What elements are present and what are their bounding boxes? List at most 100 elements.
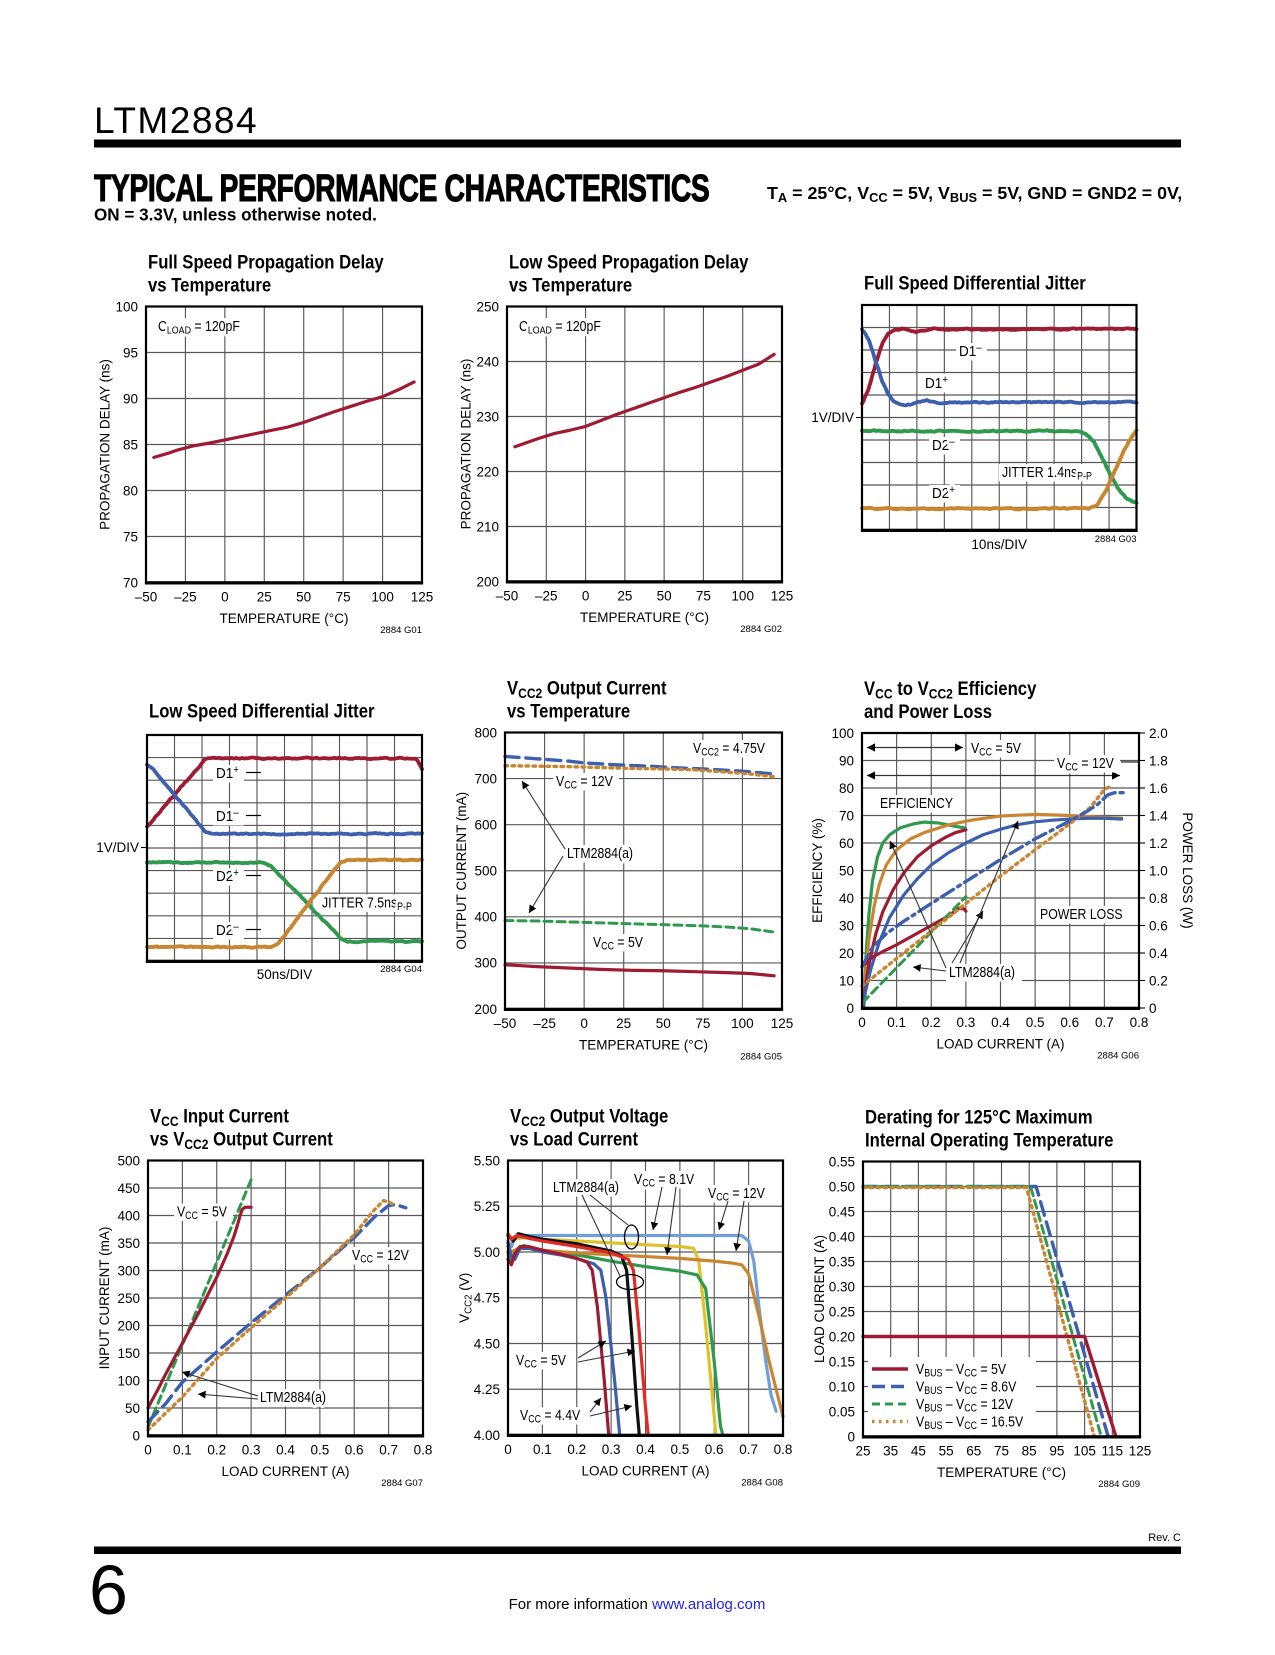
svg-text:0.55: 0.55 [829,1154,855,1169]
svg-text:VCC2​ (V): VCC2​ (V) [457,1273,474,1323]
svg-text:–25: –25 [533,1016,556,1031]
svg-text:100: 100 [117,1373,140,1388]
svg-text:95: 95 [123,345,138,360]
svg-text:35: 35 [883,1444,898,1459]
svg-text:200: 200 [476,574,499,589]
svg-text:TEMPERATURE (°C): TEMPERATURE (°C) [937,1465,1066,1480]
svg-text:50: 50 [656,1016,671,1031]
svg-text:200: 200 [474,1002,497,1017]
svg-text:220: 220 [476,464,499,479]
svg-text:Derating for 125°C Maximum: Derating for 125°C Maximum [865,1107,1093,1128]
svg-text:Low Speed Differential Jitter: Low Speed Differential Jitter [149,701,375,722]
svg-text:0.4: 0.4 [636,1442,655,1457]
svg-text:65: 65 [966,1444,981,1459]
svg-text:100: 100 [115,299,138,314]
svg-text:0.8: 0.8 [414,1443,433,1458]
svg-text:200: 200 [117,1318,140,1333]
svg-text:5.50: 5.50 [474,1153,500,1168]
svg-text:0.5: 0.5 [671,1442,690,1457]
svg-text:LOAD CURRENT (A): LOAD CURRENT (A) [581,1464,709,1479]
svg-text:400: 400 [474,910,497,925]
svg-text:0.8: 0.8 [1130,1015,1149,1030]
svg-text:0.2: 0.2 [922,1015,941,1030]
svg-text:4.25: 4.25 [474,1382,500,1397]
svg-text:0: 0 [221,590,229,605]
svg-text:0.1: 0.1 [887,1015,906,1030]
svg-text:0.3: 0.3 [957,1015,976,1030]
svg-text:2884 G05: 2884 G05 [740,1052,782,1063]
svg-text:TEMPERATURE (°C): TEMPERATURE (°C) [220,611,349,626]
svg-text:–25: –25 [535,589,558,604]
svg-text:LTM2884(a): LTM2884(a) [567,845,633,861]
svg-text:0: 0 [580,1016,588,1031]
svg-text:2.0: 2.0 [1149,726,1168,741]
svg-text:90: 90 [123,391,138,406]
svg-text:0.5: 0.5 [1026,1015,1045,1030]
svg-text:0.40: 0.40 [829,1229,855,1244]
svg-text:0.3: 0.3 [602,1442,621,1457]
svg-text:0.6: 0.6 [1060,1015,1079,1030]
svg-text:0.7: 0.7 [1095,1015,1114,1030]
svg-text:vs Load Current: vs Load Current [510,1129,638,1150]
svg-text:400: 400 [117,1208,140,1223]
svg-text:0.7: 0.7 [739,1442,758,1457]
svg-text:TYPICAL PERFORMANCE CHARACTERI: TYPICAL PERFORMANCE CHARACTERISTICS [94,168,710,210]
svg-text:2884 G02: 2884 G02 [740,624,782,635]
svg-text:2884 G09: 2884 G09 [1098,1479,1140,1490]
svg-text:0.4: 0.4 [276,1443,295,1458]
svg-text:45: 45 [911,1444,926,1459]
svg-text:50: 50 [839,863,854,878]
svg-text:0.3: 0.3 [242,1443,261,1458]
svg-text:150: 150 [117,1346,140,1361]
svg-text:0: 0 [858,1015,866,1030]
svg-text:0.6: 0.6 [1149,918,1168,933]
svg-text:vs VCC2​ Output Current: vs VCC2​ Output Current [150,1129,333,1153]
svg-text:0.10: 0.10 [829,1379,855,1394]
svg-text:vs Temperature: vs Temperature [509,275,632,296]
svg-text:1.0: 1.0 [1149,863,1168,878]
svg-text:75: 75 [123,529,138,544]
svg-text:0.4: 0.4 [991,1015,1010,1030]
svg-text:70: 70 [839,808,854,823]
svg-text:100: 100 [831,726,854,741]
svg-text:90: 90 [839,753,854,768]
svg-text:450: 450 [117,1181,140,1196]
svg-text:1V/DIV: 1V/DIV [96,840,139,855]
svg-text:100: 100 [731,589,754,604]
svg-text:0: 0 [847,1429,855,1444]
svg-text:85: 85 [1022,1444,1037,1459]
svg-text:20: 20 [839,946,854,961]
svg-text:0.2: 0.2 [207,1443,226,1458]
svg-text:25: 25 [257,590,272,605]
svg-text:125: 125 [411,590,434,605]
svg-text:0.45: 0.45 [829,1204,855,1219]
svg-text:60: 60 [839,836,854,851]
svg-text:50: 50 [296,590,311,605]
svg-text:LTM2884(a): LTM2884(a) [949,964,1015,980]
svg-text:vs Temperature: vs Temperature [507,701,630,722]
svg-text:VBUS​ – VCC​ = 16.5V: VBUS​ – VCC​ = 16.5V [916,1413,1024,1432]
svg-text:2884 G03: 2884 G03 [1095,534,1137,545]
svg-text:POWER LOSS: POWER LOSS [1040,906,1123,922]
svg-text:and Power Loss: and Power Loss [864,701,992,722]
svg-text:300: 300 [117,1263,140,1278]
svg-text:0.15: 0.15 [829,1354,855,1369]
svg-text:55: 55 [939,1444,954,1459]
svg-text:4.75: 4.75 [474,1291,500,1306]
svg-text:0.6: 0.6 [705,1442,724,1457]
svg-text:TA​ = 25°C, VCC​ = 5V, VBUS​ =: TA​ = 25°C, VCC​ = 5V, VBUS​ = 5V, GND =… [767,183,1182,205]
svg-text:700: 700 [474,771,497,786]
svg-text:4.00: 4.00 [474,1428,500,1443]
svg-text:500: 500 [117,1153,140,1168]
svg-text:0.2: 0.2 [1149,973,1168,988]
svg-text:100: 100 [371,590,394,605]
svg-text:125: 125 [1129,1444,1152,1459]
svg-text:2884 G07: 2884 G07 [381,1478,423,1489]
svg-text:TEMPERATURE (°C): TEMPERATURE (°C) [580,610,709,625]
svg-text:50ns/DIV: 50ns/DIV [257,967,313,982]
svg-text:50: 50 [657,589,672,604]
svg-text:EFFICIENCY: EFFICIENCY [880,795,953,811]
svg-text:2884 G01: 2884 G01 [380,625,422,636]
svg-text:0.1: 0.1 [173,1443,192,1458]
svg-text:350: 350 [117,1236,140,1251]
